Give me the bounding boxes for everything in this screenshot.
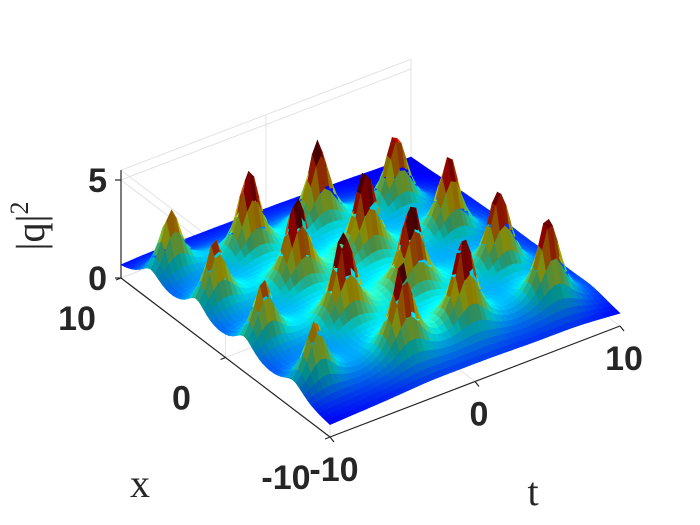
x-tick-label: 10 — [58, 300, 96, 338]
t-tick-mark — [619, 325, 625, 332]
t-tick-label: 0 — [470, 396, 489, 434]
t-tick-mark — [474, 381, 480, 387]
surface — [120, 136, 621, 425]
t-tick-mark — [329, 436, 335, 443]
t-axis-label: t — [527, 469, 538, 514]
surface-patch — [131, 265, 143, 270]
t-tick-label: -10 — [309, 451, 358, 489]
x-tick-mark — [324, 436, 331, 440]
x-tick-label: 0 — [172, 380, 191, 418]
surface-patch — [179, 293, 191, 300]
x-axis-label: x — [130, 461, 150, 506]
grid-line — [120, 68, 412, 181]
axes — [115, 170, 625, 443]
z-tick-label: 5 — [88, 162, 107, 200]
z-tick-label: 0 — [88, 260, 107, 298]
surface-patch — [228, 330, 240, 337]
grid-line — [120, 58, 412, 171]
surface-patch — [325, 418, 336, 425]
x-tick-mark — [220, 356, 226, 361]
x-tick-label: -10 — [261, 459, 310, 497]
t-tick-label: 10 — [605, 340, 643, 378]
z-axis-label: |q|2 — [5, 201, 53, 250]
